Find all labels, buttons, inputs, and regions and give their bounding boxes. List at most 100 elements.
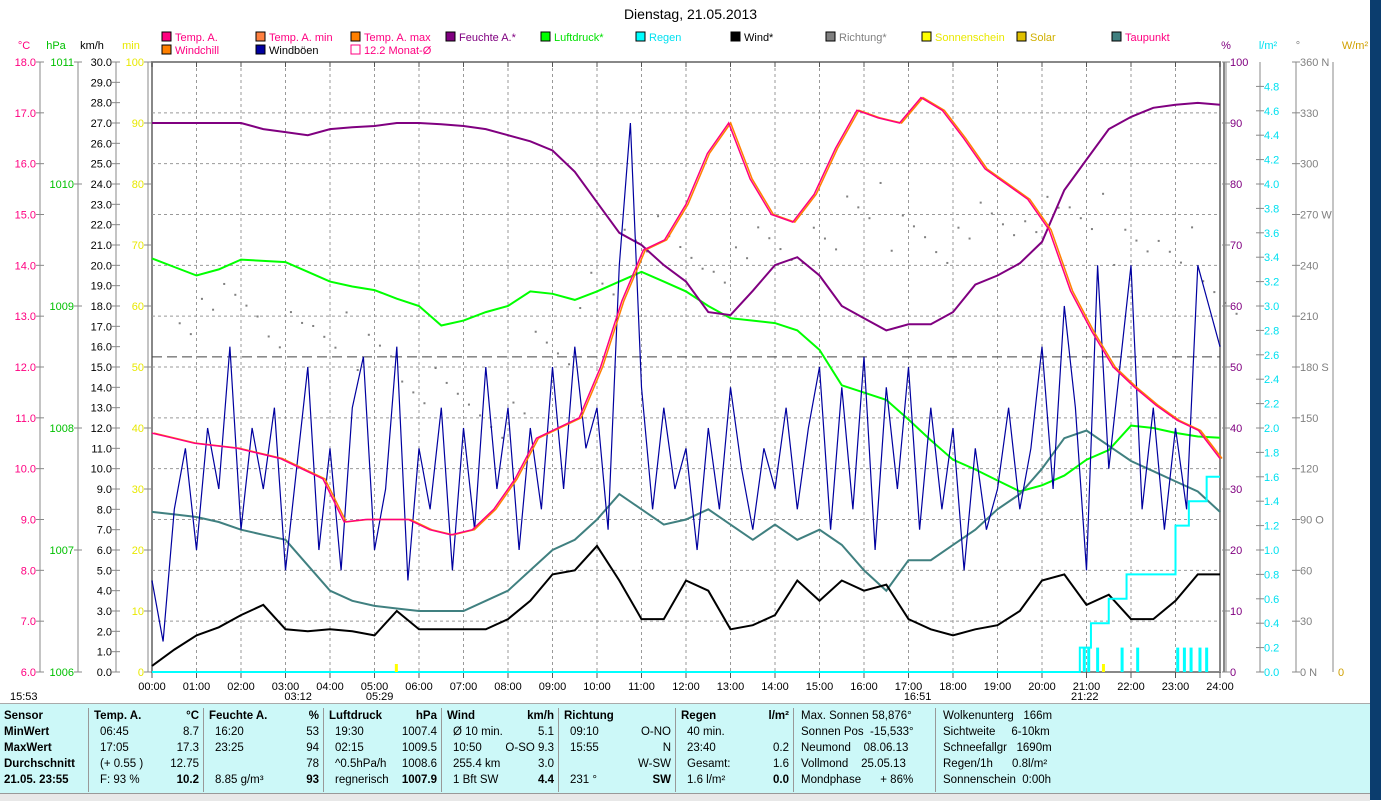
- direction-point: [857, 206, 860, 209]
- direction-point: [1135, 239, 1138, 242]
- wind-tick-label: 17.0: [91, 321, 112, 333]
- legend-swatch: [161, 31, 172, 42]
- stats-sun-item: Neumond 08.06.13: [801, 742, 909, 754]
- dewpoint-line: [151, 429, 1221, 612]
- humidity-tick-label: 80: [1230, 179, 1242, 191]
- x-tick-label: 22:00: [1117, 681, 1145, 693]
- wind-tick-label: 10.0: [91, 464, 112, 476]
- rain-tick-label: 4.0: [1264, 179, 1279, 191]
- direction-point: [846, 195, 849, 198]
- stats-hum-label: 16:20: [215, 726, 244, 738]
- stats-hum-label: Feuchte A.: [209, 710, 268, 722]
- wind-tick-label: 27.0: [91, 118, 112, 130]
- stats-temp-value: °C: [186, 710, 199, 722]
- temp-tick-label: 8.0: [21, 565, 36, 577]
- rain-bar: [1176, 647, 1180, 672]
- direction-point: [256, 315, 259, 318]
- direction-point: [612, 293, 615, 296]
- legend-item-label: Regen: [649, 32, 681, 44]
- direction-point: [1102, 192, 1105, 195]
- stats-temp-value: 10.2: [176, 774, 199, 786]
- x-tick-label: 16:00: [850, 681, 878, 693]
- legend-swatch: [921, 31, 932, 42]
- weather-chart: 00:00 01:00 02:00 03:00 04:00 05:00 06:00 07:00…: [10, 31, 1368, 703]
- x-tick-label: 07:00: [450, 681, 478, 693]
- direction-point: [779, 248, 782, 251]
- stats-misc-column: Wolkenunterg 166m Sichtweite 6-10km Schnee…: [937, 708, 1077, 792]
- wind-tick-label: 29.0: [91, 77, 112, 89]
- stats-wind-label: Ø 10 min.: [453, 726, 503, 738]
- stats-dir-label: Richtung: [564, 710, 614, 722]
- stats-press-column: Luftdruck hPa 19:30 1007.4 02:15 1009.5 ^0.5hP…: [325, 708, 442, 792]
- rain-tick-label: 3.4: [1264, 252, 1279, 264]
- stats-temp-label: 06:45: [100, 726, 129, 738]
- direction-point: [367, 333, 370, 336]
- temp-max-line: [153, 96, 1223, 536]
- rain-tick-label: 0.8: [1264, 569, 1279, 581]
- wind-tick-label: 15.0: [91, 362, 112, 374]
- direction-point: [245, 304, 248, 307]
- rain-tick-label: 4.8: [1264, 81, 1279, 93]
- direction-point: [1146, 250, 1149, 253]
- humidity-axis-unit: %: [1221, 40, 1231, 52]
- wind-tick-label: 1.0: [97, 647, 112, 659]
- wind-tick-label: 2.0: [97, 626, 112, 638]
- pressure-tick-label: 1007: [50, 545, 74, 557]
- direction-point: [401, 380, 404, 383]
- direction-point: [568, 363, 571, 366]
- stats-press-value: 1008.6: [401, 758, 437, 770]
- stats-sun-item: Sonnen Pos -15,533°: [801, 726, 914, 738]
- direction-point: [912, 225, 915, 228]
- stats-press-label: Luftdruck: [329, 710, 383, 722]
- x-tick-label: 24:00: [1206, 681, 1234, 693]
- direction-point: [812, 226, 815, 229]
- direction-point: [757, 226, 760, 229]
- stats-rain-value: 0.2: [773, 742, 789, 754]
- temp-tick-label: 9.0: [21, 515, 36, 527]
- direction-point: [1202, 280, 1205, 283]
- legend-item-label: Temp. A. max: [364, 32, 431, 44]
- stats-hum-label: 8.85 g/m³: [215, 774, 264, 786]
- x-tick-label: 17:00: [895, 681, 923, 693]
- wind-tick-label: 18.0: [91, 301, 112, 313]
- direction-point: [579, 307, 582, 310]
- stats-wind-value: km/h: [527, 710, 554, 722]
- direction-point: [479, 414, 482, 417]
- stats-press-value: 1009.5: [401, 742, 437, 754]
- stats-dir-label: 09:10: [570, 726, 599, 738]
- wind-tick-label: 16.0: [91, 342, 112, 354]
- legend-swatch: [255, 44, 266, 55]
- direction-tick-label: 0 N: [1300, 667, 1317, 679]
- direction-point: [356, 369, 359, 372]
- stats-rain-value: 1.6: [773, 758, 789, 770]
- pressure-tick-label: 1006: [50, 667, 74, 679]
- direction-point: [1013, 234, 1016, 237]
- temp-tick-label: 11.0: [15, 413, 36, 425]
- stats-sun-item: Vollmond 25.05.13: [801, 758, 906, 770]
- stats-temp-label: (+ 0.55 ): [100, 758, 144, 770]
- direction-point: [879, 181, 882, 184]
- x-tick-label: 06:00: [405, 681, 433, 693]
- wind-tick-label: 26.0: [91, 138, 112, 150]
- rain-tick-label: 4.4: [1264, 130, 1279, 142]
- rain-tick-label: 2.0: [1264, 423, 1279, 435]
- stats-misc-item: Sichtweite 6-10km: [943, 726, 1050, 738]
- legend-swatch: [540, 31, 551, 42]
- wind-tick-label: 13.0: [91, 403, 112, 415]
- wind-tick-label: 5.0: [97, 565, 112, 577]
- wind-tick-label: 19.0: [91, 281, 112, 293]
- rain-tick-label: 4.2: [1264, 155, 1279, 167]
- direction-point: [823, 237, 826, 240]
- pressure-tick-label: 1010: [50, 179, 74, 191]
- x-tick-label: 11:00: [628, 681, 655, 693]
- direction-point: [189, 333, 192, 336]
- rain-tick-label: 0.2: [1264, 643, 1279, 655]
- direction-point: [467, 403, 470, 406]
- stats-temp-column: Temp. A. °C 06:45 8.7 17:05 17.3 (+ 0.55 ) 12.7…: [90, 708, 204, 792]
- wind-tick-label: 23.0: [91, 199, 112, 211]
- stats-rain-value: l/m²: [768, 710, 789, 722]
- direction-point: [901, 214, 904, 217]
- direction-point: [200, 297, 203, 300]
- sunset-label: 21:22: [1071, 691, 1099, 703]
- direction-point: [178, 322, 181, 325]
